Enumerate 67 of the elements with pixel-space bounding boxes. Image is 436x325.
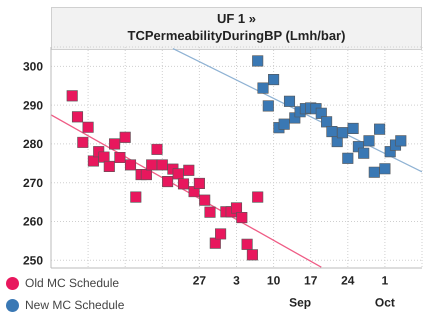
point: [183, 164, 194, 176]
point: [242, 238, 253, 250]
point: [336, 127, 348, 138]
point: [316, 108, 327, 119]
x2-tick-label: Sep: [289, 296, 312, 310]
y-tick-label: 250: [22, 254, 44, 268]
point: [194, 178, 205, 190]
point: [368, 166, 380, 178]
point: [262, 100, 274, 112]
x2-tick-label: Oct: [374, 296, 395, 310]
point: [151, 144, 163, 155]
point: [236, 212, 248, 224]
point: [278, 118, 290, 130]
point: [124, 159, 136, 170]
x-tick-label: 17: [304, 274, 318, 288]
point: [114, 152, 126, 164]
point: [130, 192, 142, 203]
point: [358, 148, 370, 159]
point: [72, 111, 84, 122]
point: [252, 192, 264, 203]
point: [379, 163, 390, 174]
point: [210, 238, 221, 249]
point: [140, 169, 152, 180]
legend-label: New MC Schedule: [25, 298, 124, 312]
point: [66, 90, 78, 102]
x-tick-label: 1: [382, 274, 389, 288]
point: [109, 138, 120, 150]
y-tick-label: 300: [22, 60, 44, 74]
y-tick-label: 270: [22, 176, 44, 190]
point: [332, 136, 343, 148]
y-tick-label: 280: [22, 137, 44, 152]
point: [284, 96, 296, 107]
x-tick-label: 27: [192, 274, 206, 288]
point: [82, 122, 94, 133]
point: [348, 122, 359, 134]
point: [178, 178, 190, 190]
point: [321, 116, 332, 128]
point: [230, 202, 242, 214]
chart-title: UF 1 »: [216, 11, 256, 26]
y-tick-label: 290: [22, 98, 44, 112]
point: [252, 55, 264, 66]
point: [342, 152, 354, 164]
point: [162, 176, 174, 188]
point: [204, 206, 216, 218]
point: [215, 228, 226, 240]
point: [156, 159, 168, 170]
point: [77, 136, 88, 148]
point: [199, 194, 210, 206]
point: [395, 135, 406, 146]
legend-label: Old MC Schedule: [25, 276, 120, 290]
point: [257, 82, 269, 94]
point: [146, 159, 158, 170]
x-tick-label: 3: [233, 274, 240, 288]
point: [104, 160, 115, 172]
point: [374, 124, 386, 135]
point: [363, 135, 375, 146]
point: [120, 132, 131, 143]
point: [326, 126, 338, 138]
x-tick-label: 24: [341, 274, 355, 288]
point: [172, 168, 184, 180]
point: [268, 74, 280, 86]
title-header-box: UF 1 » TCPermeabilityDuringBP (Lmh/bar): [51, 7, 422, 50]
x-tick-label: 10: [266, 274, 281, 288]
point: [98, 152, 110, 163]
y-tick-label: 260: [22, 214, 44, 229]
chart-subtitle: TCPermeabilityDuringBP (Lmh/bar): [128, 28, 346, 43]
point: [246, 249, 258, 260]
